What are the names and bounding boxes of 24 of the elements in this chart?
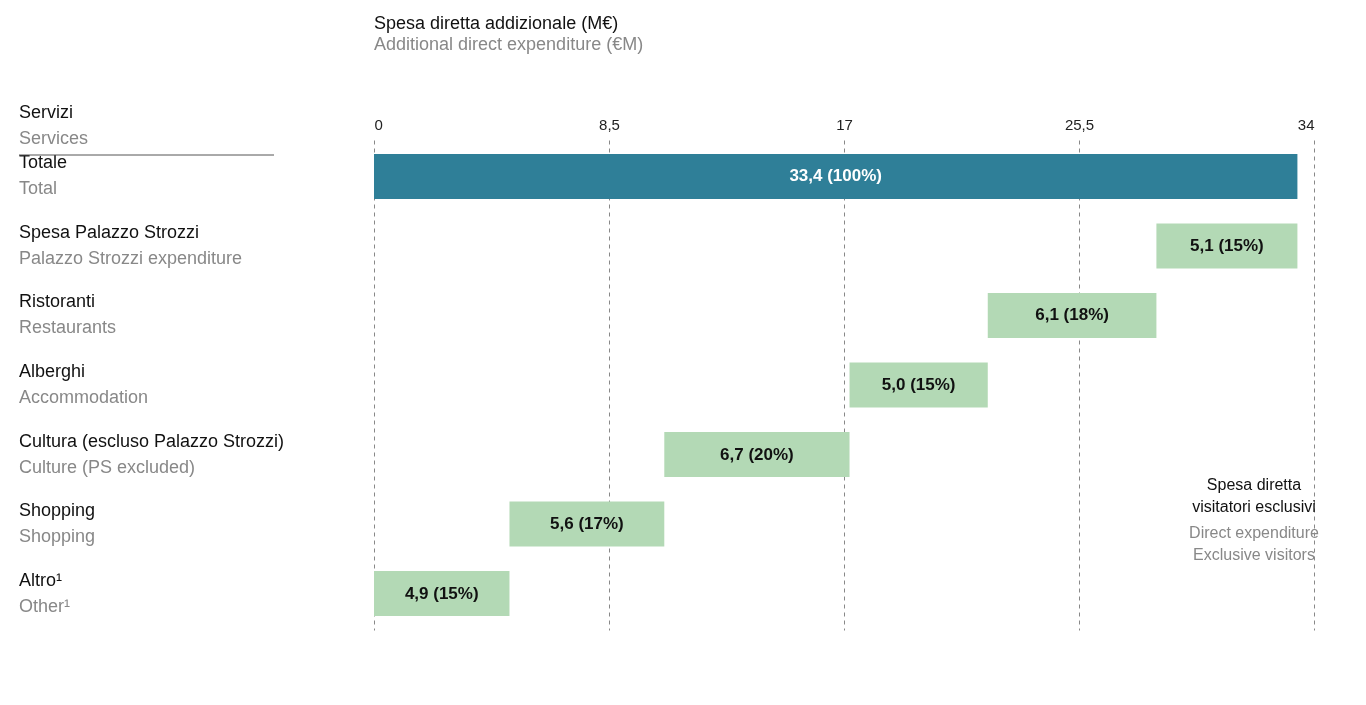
data-label: 5,6 (17%): [550, 514, 624, 534]
category-label: Spesa Palazzo Strozzi Palazzo Strozzi expenditure: [19, 221, 243, 268]
annotation: Direct expenditure Exclusive visitors: [1189, 524, 1320, 563]
data-label: 5,1 (15%): [1190, 235, 1264, 255]
chart-title: Spesa diretta addizionale (M€): [374, 13, 619, 33]
text: Servizi Services: [19, 102, 89, 148]
data-label: 33,4 (100%): [789, 166, 883, 186]
x-tick-label: 0: [374, 115, 383, 133]
annotation: Spesa diretta visitatori esclusivi: [1192, 476, 1316, 515]
category-label: Ristoranti Restaurants: [19, 291, 117, 338]
x-tick-label: 8,5: [599, 115, 620, 133]
category-label: Cultura (escluso Palazzo Strozzi) Culture (PS excluded): [19, 430, 285, 477]
category-label: Totale Total: [19, 152, 68, 199]
category-label: Alberghi Accommodation: [19, 361, 149, 407]
chart-subtitle: Additional direct expenditure (€M): [374, 34, 644, 54]
data-label: 6,7 (20%): [720, 444, 794, 464]
data-label: 4,9 (15%): [404, 583, 479, 603]
data-label: 6,1 (18%): [1035, 305, 1109, 325]
category-label: Altro¹ Other¹: [19, 569, 71, 616]
x-tick-label: 17: [836, 115, 853, 133]
x-tick-label: 25,5: [1064, 115, 1095, 133]
data-label: 5,0 (15%): [881, 375, 956, 394]
x-tick-label: 34: [1297, 115, 1315, 133]
category-label: Shopping Shopping: [19, 500, 96, 547]
